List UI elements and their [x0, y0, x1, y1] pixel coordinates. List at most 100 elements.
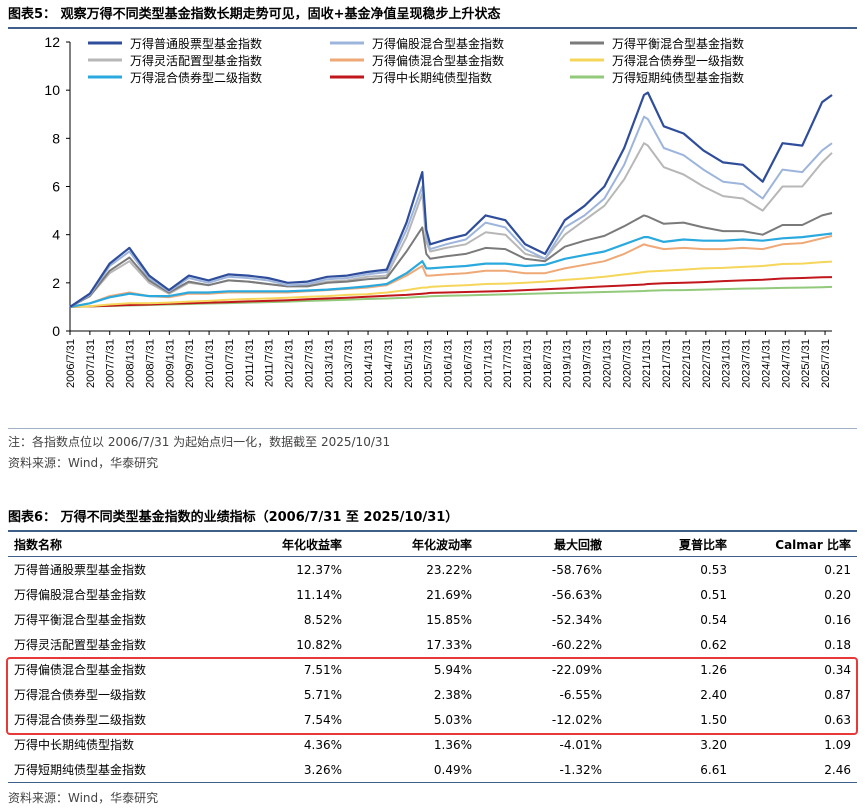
table-cell: 15.85%	[426, 612, 472, 627]
table-cell: -22.09%	[551, 662, 602, 677]
table-cell: 17.33%	[426, 637, 472, 652]
legend-label: 万得混合债券型二级指数	[130, 70, 262, 85]
divider	[8, 428, 857, 429]
table-cell: 3.26%	[208, 757, 348, 783]
table-cell: 2.40	[700, 687, 727, 702]
highlight-box	[6, 657, 858, 735]
table-cell: 0.18	[824, 637, 851, 652]
series-line-1	[69, 115, 833, 308]
legend-label: 万得偏股混合型基金指数	[372, 36, 504, 51]
row-label: 万得灵活配置型基金指数	[14, 638, 147, 652]
table-cell: 1.09	[824, 737, 851, 752]
x-tick-label: 2010/1/31	[204, 339, 216, 388]
x-tick-label: 2017/7/31	[502, 339, 514, 388]
table-cell: 0.53	[700, 562, 727, 577]
table-cell: 5.71%	[303, 687, 342, 702]
table-cell: 0.54	[700, 612, 727, 627]
x-tick-label: 2013/1/31	[323, 339, 335, 388]
table-cell: 7.51%	[303, 662, 342, 677]
x-tick-label: 2013/7/31	[343, 339, 355, 388]
table6-source: 资料来源：Wind，华泰研究	[8, 791, 159, 805]
x-tick-label: 2023/7/31	[741, 339, 753, 388]
chart-series	[69, 91, 833, 308]
table-cell: 1.36%	[433, 737, 472, 752]
header-max-drawdown: 最大回撤	[478, 532, 608, 557]
table-cell: 5.03%	[433, 712, 472, 727]
y-tick-label: 12	[44, 34, 60, 50]
table-row: 万得平衡混合型基金指数 8.52% 15.85% -52.34% 0.54 0.16	[8, 607, 857, 632]
table-cell: 4.36%	[303, 737, 342, 752]
table6-title: 图表6： 万得不同类型基金指数的业绩指标（2006/7/31 至 2025/10…	[8, 506, 857, 532]
x-tick-label: 2006/7/31	[65, 339, 77, 388]
table-cell: -52.34%	[551, 612, 602, 627]
series-line-7	[69, 276, 833, 308]
x-tick-label: 2012/7/31	[303, 339, 315, 388]
legend-label: 万得混合债券型一级指数	[612, 53, 744, 68]
y-tick-label: 10	[44, 82, 60, 98]
x-tick-label: 2024/7/31	[780, 339, 792, 388]
table-cell: 0.51	[700, 587, 727, 602]
y-tick-label: 8	[52, 130, 60, 146]
x-tick-label: 2017/1/31	[482, 339, 494, 388]
header-annual-return: 年化收益率	[208, 532, 348, 557]
table-row: 万得混合债券型一级指数 5.71% 2.38% -6.55% 2.40 0.87	[8, 682, 857, 707]
table-cell: 2.46	[733, 757, 857, 783]
row-label: 万得平衡混合型基金指数	[14, 613, 147, 627]
chart-legend: 万得普通股票型基金指数 万得偏股混合型基金指数 万得平衡混合型基金指数万得灵活配置型…	[88, 36, 744, 85]
y-tick-label: 0	[52, 323, 60, 339]
row-label: 万得偏股混合型基金指数	[14, 588, 147, 602]
x-tick-label: 2012/1/31	[284, 339, 296, 388]
x-tick-label: 2008/7/31	[144, 339, 156, 388]
x-tick-label: 2016/1/31	[443, 339, 455, 388]
legend-label: 万得灵活配置型基金指数	[130, 53, 262, 68]
x-tick-label: 2010/7/31	[224, 339, 236, 388]
x-tick-label: 2019/7/31	[582, 339, 594, 388]
y-tick-label: 4	[52, 227, 60, 243]
row-label: 万得普通股票型基金指数	[14, 563, 147, 577]
table-cell: 2.38%	[433, 687, 472, 702]
x-tick-label: 2021/1/31	[641, 339, 653, 388]
x-tick-label: 2016/7/31	[462, 339, 474, 388]
legend-label: 万得平衡混合型基金指数	[612, 36, 744, 51]
table-cell: 11.14%	[296, 587, 342, 602]
series-line-6	[69, 232, 833, 308]
row-label: 万得混合债券型二级指数	[14, 713, 147, 727]
table-cell: 1.26	[700, 662, 727, 677]
x-tick-label: 2018/7/31	[542, 339, 554, 388]
x-tick-label: 2007/7/31	[105, 339, 117, 388]
table-cell: 8.52%	[303, 612, 342, 627]
header-annual-volatility: 年化波动率	[348, 532, 478, 557]
x-tick-label: 2015/1/31	[403, 339, 415, 388]
table-cell: 12.37%	[296, 562, 342, 577]
table-cell: -56.63%	[551, 587, 602, 602]
row-label: 万得混合债券型一级指数	[14, 688, 147, 702]
x-tick-label: 2024/1/31	[760, 339, 772, 388]
x-tick-label: 2025/1/31	[800, 339, 812, 388]
x-tick-label: 2018/1/31	[522, 339, 534, 388]
legend-label: 万得偏债混合型基金指数	[372, 53, 504, 68]
table-cell: 0.63	[824, 712, 851, 727]
x-tick-label: 2023/1/31	[721, 339, 733, 388]
legend-label: 万得短期纯债型基金指数	[612, 70, 744, 85]
row-label: 万得偏债混合型基金指数	[14, 663, 147, 677]
table-cell: -4.01%	[559, 737, 602, 752]
x-tick-label: 2015/7/31	[423, 339, 435, 388]
table-cell: 6.61	[608, 757, 733, 783]
row-label: 万得中长期纯债型指数	[14, 738, 135, 752]
x-tick-label: 2011/7/31	[264, 339, 276, 387]
y-tick-label: 6	[52, 179, 60, 195]
table-cell: 0.34	[824, 662, 851, 677]
figure5-source: 资料来源：Wind，华泰研究	[8, 456, 159, 470]
series-line-0	[69, 91, 833, 308]
x-tick-label: 2019/1/31	[562, 339, 574, 388]
x-tick-label: 2008/1/31	[125, 339, 137, 388]
x-tick-label: 2022/1/31	[681, 339, 693, 388]
x-tick-label: 2020/1/31	[601, 339, 613, 388]
legend-label: 万得中长期纯债型指数	[372, 70, 492, 85]
table-cell: 0.21	[824, 562, 851, 577]
table-cell: -60.22%	[551, 637, 602, 652]
x-tick-label: 2009/1/31	[164, 339, 176, 388]
performance-table: 指数名称 年化收益率 年化波动率 最大回撤 夏普比率 Calmar 比率 万得普…	[8, 532, 857, 783]
header-sharpe-ratio: 夏普比率	[608, 532, 733, 557]
table-row: 万得灵活配置型基金指数 10.82% 17.33% -60.22% 0.62 0.18	[8, 632, 857, 657]
